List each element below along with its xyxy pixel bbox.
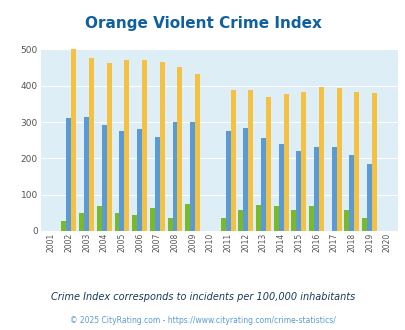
Text: Crime Index corresponds to incidents per 100,000 inhabitants: Crime Index corresponds to incidents per… — [51, 292, 354, 302]
Bar — [273, 206, 278, 231]
Bar — [79, 213, 84, 231]
Bar — [313, 147, 318, 231]
Bar — [114, 213, 119, 231]
Bar — [296, 151, 301, 231]
Bar — [107, 63, 111, 231]
Bar — [283, 94, 288, 231]
Bar — [336, 88, 341, 231]
Text: © 2025 CityRating.com - https://www.cityrating.com/crime-statistics/: © 2025 CityRating.com - https://www.city… — [70, 315, 335, 325]
Bar — [185, 204, 190, 231]
Bar — [132, 214, 137, 231]
Bar — [71, 50, 76, 231]
Bar — [66, 118, 71, 231]
Bar — [149, 209, 154, 231]
Bar — [190, 122, 195, 231]
Bar — [220, 218, 225, 231]
Bar — [172, 122, 177, 231]
Bar — [343, 210, 349, 231]
Bar — [243, 127, 247, 231]
Bar — [225, 131, 230, 231]
Bar — [61, 221, 66, 231]
Bar — [278, 144, 283, 231]
Bar — [256, 205, 260, 231]
Bar — [84, 116, 89, 231]
Bar — [177, 67, 182, 231]
Bar — [354, 92, 358, 231]
Bar — [318, 86, 323, 231]
Bar — [247, 90, 253, 231]
Bar — [97, 206, 102, 231]
Bar — [154, 137, 160, 231]
Bar — [301, 92, 305, 231]
Bar — [371, 93, 376, 231]
Bar — [308, 206, 313, 231]
Bar — [119, 131, 124, 231]
Bar — [366, 164, 371, 231]
Bar — [89, 58, 94, 231]
Text: Orange Violent Crime Index: Orange Violent Crime Index — [84, 16, 321, 31]
Bar — [291, 210, 296, 231]
Bar — [349, 155, 354, 231]
Bar — [137, 129, 142, 231]
Bar — [124, 60, 129, 231]
Bar — [361, 218, 366, 231]
Bar — [195, 74, 200, 231]
Bar — [230, 90, 235, 231]
Bar — [238, 210, 243, 231]
Bar — [331, 147, 336, 231]
Bar — [265, 97, 270, 231]
Bar — [102, 125, 107, 231]
Bar — [260, 138, 265, 231]
Bar — [160, 62, 164, 231]
Bar — [167, 218, 172, 231]
Bar — [142, 60, 147, 231]
